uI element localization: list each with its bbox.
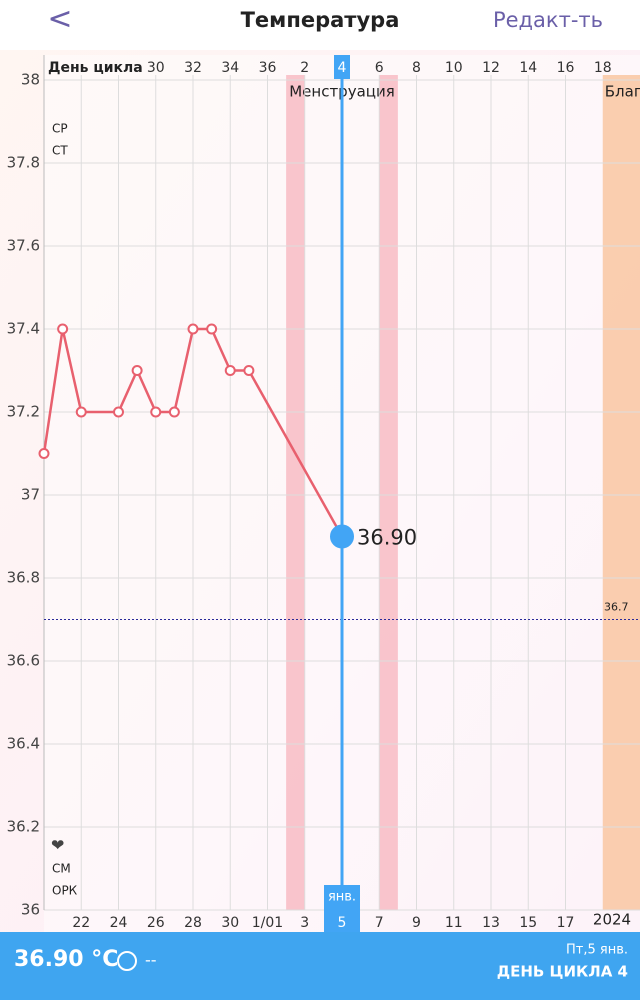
data-point	[168, 406, 180, 418]
y-tick-label: 38	[21, 71, 40, 89]
x-tick-label: 9	[412, 915, 421, 931]
top-tick-label: 34	[221, 60, 239, 76]
data-point	[330, 524, 354, 549]
y-tick-label: 37.6	[7, 237, 40, 255]
heart-icon[interactable]	[117, 951, 137, 971]
y-tick-label: 36.2	[7, 818, 40, 836]
band	[379, 75, 398, 910]
x-tick-label: 22	[72, 915, 90, 931]
y-tick-label: 36.6	[7, 652, 40, 670]
y-tick-label: 37	[21, 486, 40, 504]
edit-button[interactable]: Редакт-ть	[493, 8, 603, 32]
y-tick-label: 36.4	[7, 735, 40, 753]
top-tick-label: 16	[557, 60, 575, 76]
data-point	[206, 323, 218, 335]
footer-bar	[0, 932, 640, 1000]
y-tick-label: 36	[21, 901, 40, 919]
data-point	[113, 406, 124, 418]
back-button[interactable]: <	[47, 2, 72, 37]
footer-cycle-day: ДЕНЬ ЦИКЛА 4	[497, 963, 628, 981]
cover-line-label: 36.7	[604, 601, 629, 614]
y-tick-label: 36.8	[7, 569, 40, 587]
data-point	[224, 365, 236, 376]
footer-dash: --	[145, 951, 157, 970]
top-tick-label: 10	[445, 60, 463, 76]
data-point	[243, 365, 255, 376]
top-tick-label: 14	[519, 60, 537, 76]
x-tick-label: 5	[338, 915, 347, 931]
side-label: СТ	[52, 144, 68, 158]
footer-temperature: 36.90 °C	[14, 947, 118, 972]
top-tick-label: 32	[184, 60, 202, 76]
side-label: СМ	[52, 862, 71, 876]
header-bar	[0, 0, 640, 50]
top-tick-label: 30	[147, 60, 165, 76]
cursor-month-label: янв.	[328, 890, 356, 905]
y-tick-label: 37.4	[7, 320, 40, 338]
top-tick-label: 8	[412, 60, 421, 76]
band	[602, 75, 640, 910]
data-point	[187, 323, 199, 335]
value-label: 36.90	[357, 526, 417, 550]
top-tick-label: 36	[259, 60, 277, 76]
x-tick-label: 1/01	[252, 915, 283, 931]
cursor-bottom-tag	[324, 885, 360, 932]
band-label: Благ	[605, 83, 640, 101]
x-tick-label: 17	[557, 915, 575, 931]
year-label: 2024	[593, 911, 631, 929]
side-label: ОРК	[52, 884, 78, 898]
footer-date: Пт,5 янв.	[566, 943, 628, 958]
x-tick-label: 15	[519, 915, 537, 931]
y-tick-label: 37.8	[7, 154, 40, 172]
x-tick-label: 7	[375, 915, 384, 931]
chart: МенструацияБлаг3636.236.436.636.83737.23…	[7, 55, 640, 932]
x-tick-label: 13	[482, 915, 500, 931]
heart-icon: ❤	[51, 836, 64, 855]
x-tick-label: 26	[147, 915, 165, 931]
data-point	[131, 365, 143, 376]
top-tick-label: 4	[338, 60, 347, 76]
x-tick-label: 28	[184, 915, 202, 931]
top-tick-label: 6	[375, 60, 384, 76]
side-label: СР	[52, 122, 68, 136]
top-tick-label: 12	[482, 60, 500, 76]
header-title: Температура	[241, 8, 400, 32]
data-point	[75, 406, 87, 418]
x-tick-label: 24	[110, 915, 128, 931]
top-tick-label: 18	[594, 60, 612, 76]
data-point	[150, 406, 162, 418]
x-tick-label: 3	[300, 915, 309, 931]
band	[286, 75, 305, 910]
y-tick-label: 37.2	[7, 403, 40, 421]
x-tick-label: 30	[221, 915, 239, 931]
x-tick-label: 11	[445, 915, 463, 931]
data-point	[38, 448, 50, 459]
top-axis-title: День цикла	[48, 60, 143, 76]
data-point	[57, 323, 69, 335]
top-tick-label: 2	[300, 60, 309, 76]
cursor-top-tag	[334, 55, 350, 79]
